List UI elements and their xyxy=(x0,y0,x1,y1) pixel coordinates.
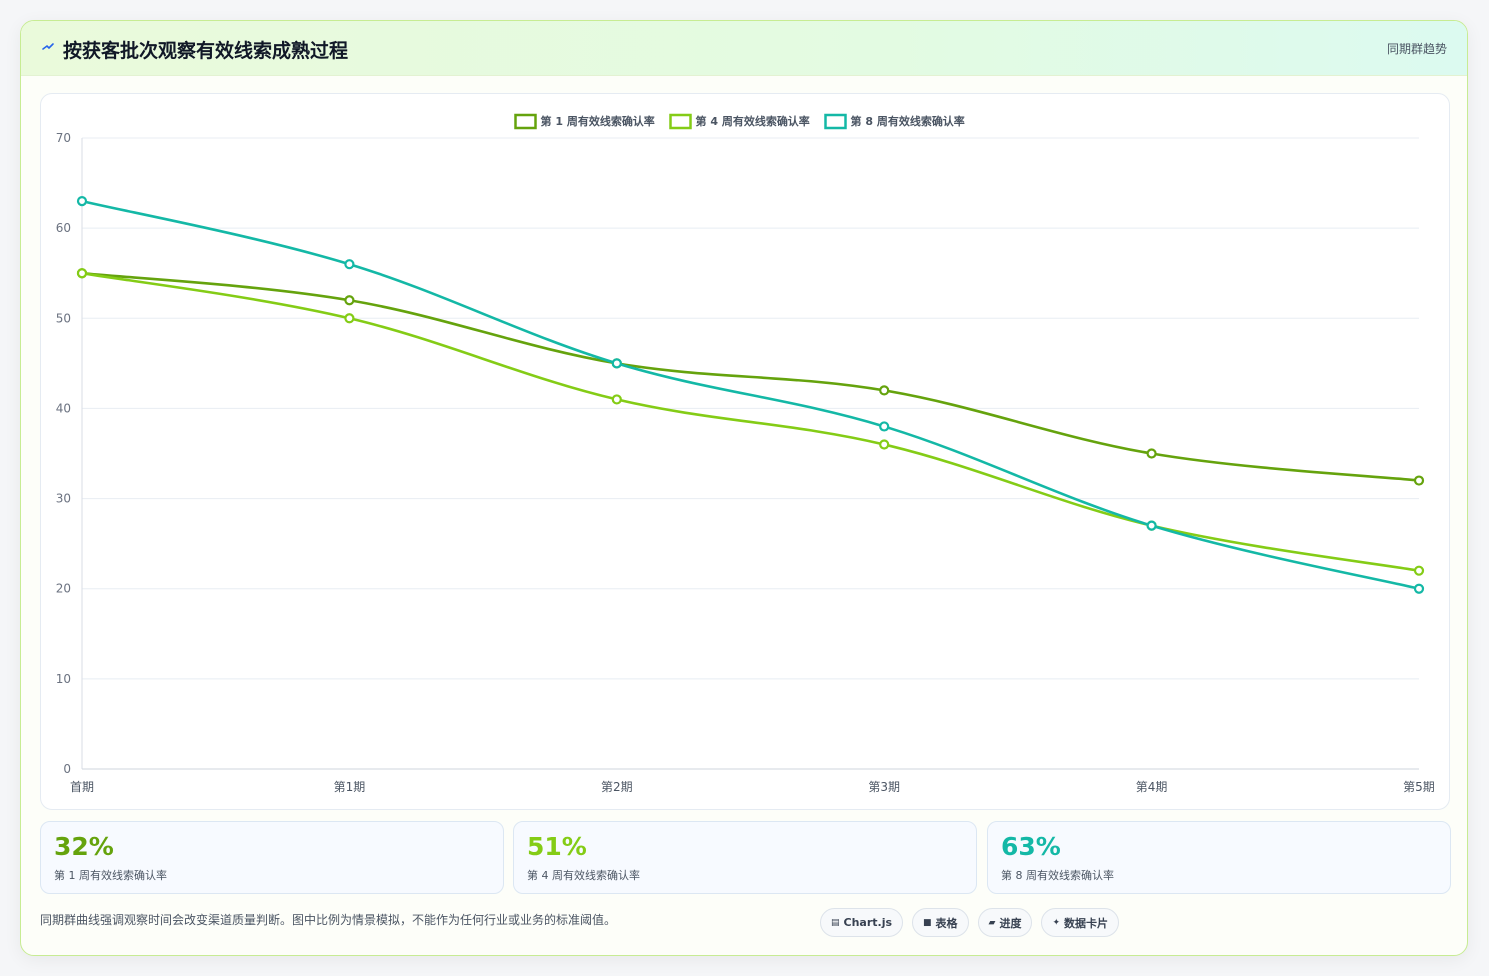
chip-label: 进度 xyxy=(999,916,1022,930)
legend-swatch xyxy=(514,113,537,130)
series-line-2 xyxy=(80,271,1421,572)
series-line-3 xyxy=(80,199,1421,591)
chip-row: ▤ Chart.js ■ 表格 ▰ 进度 ✦ 数据卡片 xyxy=(820,908,1120,938)
line-chart: 0 10 20 30 40 50 60 70 首期 第1期 第2期 第3期 第4期 第5期 第 1 周有效线… xyxy=(56,113,1435,794)
sparkle-icon: ✦ xyxy=(1052,917,1061,928)
kpi-label: 第 4 周有效线索确认率 xyxy=(527,869,640,882)
chip-table[interactable]: ■ 表格 xyxy=(912,908,969,937)
data-point xyxy=(611,394,622,405)
data-point xyxy=(879,421,890,432)
x-tick-label: 第1期 xyxy=(334,780,366,794)
x-tick-label: 第4期 xyxy=(1136,780,1168,794)
data-point xyxy=(1413,583,1425,594)
footnote: 同期群曲线强调观察时间会改变渠道质量判断。图中比例为情景模拟，不能作为任何行业或… xyxy=(40,913,617,927)
data-point xyxy=(76,268,88,279)
chart-icon: ▤ xyxy=(831,917,840,928)
y-tick-label: 10 xyxy=(56,672,71,686)
y-tick-label: 20 xyxy=(56,582,71,596)
kpi-value: 32% xyxy=(54,832,114,861)
data-point xyxy=(344,295,355,306)
legend-label: 第 4 周有效线索确认率 xyxy=(696,114,810,128)
x-tick-label: 首期 xyxy=(70,780,94,794)
table-icon: ■ xyxy=(923,917,932,928)
data-point xyxy=(76,195,88,207)
data-point xyxy=(1146,448,1157,459)
chart-card: 按获客批次观察有效线索成熟过程 同期群趋势 0 10 20 30 40 50 60 70 首期第… xyxy=(20,20,1468,956)
data-point xyxy=(344,313,355,324)
y-tick-label: 50 xyxy=(56,311,71,325)
chip-label: 表格 xyxy=(935,916,958,930)
kpi-label: 第 8 周有效线索确认率 xyxy=(1001,869,1114,882)
x-tick-label: 第2期 xyxy=(601,780,633,794)
y-tick-label: 70 xyxy=(56,131,71,145)
chip-data-card[interactable]: ✦ 数据卡片 xyxy=(1041,908,1120,937)
data-point xyxy=(879,439,890,450)
kpi-card-week8: 63% 第 8 周有效线索确认率 xyxy=(987,821,1451,894)
page-title: 按获客批次观察有效线索成熟过程 xyxy=(63,40,349,62)
trend-icon xyxy=(42,43,54,50)
legend-label: 第 8 周有效线索确认率 xyxy=(851,114,965,128)
kpi-label: 第 1 周有效线索确认率 xyxy=(54,869,167,882)
y-tick-label: 30 xyxy=(56,492,71,506)
data-point xyxy=(1146,520,1157,531)
y-tick-label: 60 xyxy=(56,221,71,235)
header-tag: 同期群趋势 xyxy=(1386,42,1447,56)
kpi-card-week4: 51% 第 4 周有效线索确认率 xyxy=(513,821,977,894)
legend-swatch xyxy=(669,113,692,130)
x-tick-label: 第3期 xyxy=(868,780,900,794)
kpi-card-week1: 32% 第 1 周有效线索确认率 xyxy=(40,821,504,894)
y-tick-label: 40 xyxy=(56,401,71,415)
data-point xyxy=(1413,565,1425,576)
progress-icon: ▰ xyxy=(988,917,996,928)
legend-label: 第 1 周有效线索确认率 xyxy=(541,114,655,128)
chip-label: 数据卡片 xyxy=(1064,916,1109,930)
chart-panel: 0 10 20 30 40 50 60 70 首期 第1期 第2期 第3期 第4期 第5期 第 1 周有效线… xyxy=(40,93,1450,810)
card-header: 按获客批次观察有效线索成熟过程 同期群趋势 xyxy=(21,21,1467,76)
data-point xyxy=(611,358,622,369)
chip-progress[interactable]: ▰ 进度 xyxy=(977,908,1033,937)
series-line-1 xyxy=(80,271,1421,482)
chip-label: Chart.js xyxy=(843,916,893,929)
kpi-value: 51% xyxy=(527,832,587,861)
chip-chartjs[interactable]: ▤ Chart.js xyxy=(820,908,904,937)
x-tick-label: 第5期 xyxy=(1403,780,1435,794)
legend-swatch xyxy=(824,113,847,130)
data-point xyxy=(1413,475,1425,486)
data-point xyxy=(344,259,355,270)
data-point xyxy=(879,385,890,396)
kpi-value: 63% xyxy=(1001,832,1061,861)
y-tick-label: 0 xyxy=(63,762,71,776)
